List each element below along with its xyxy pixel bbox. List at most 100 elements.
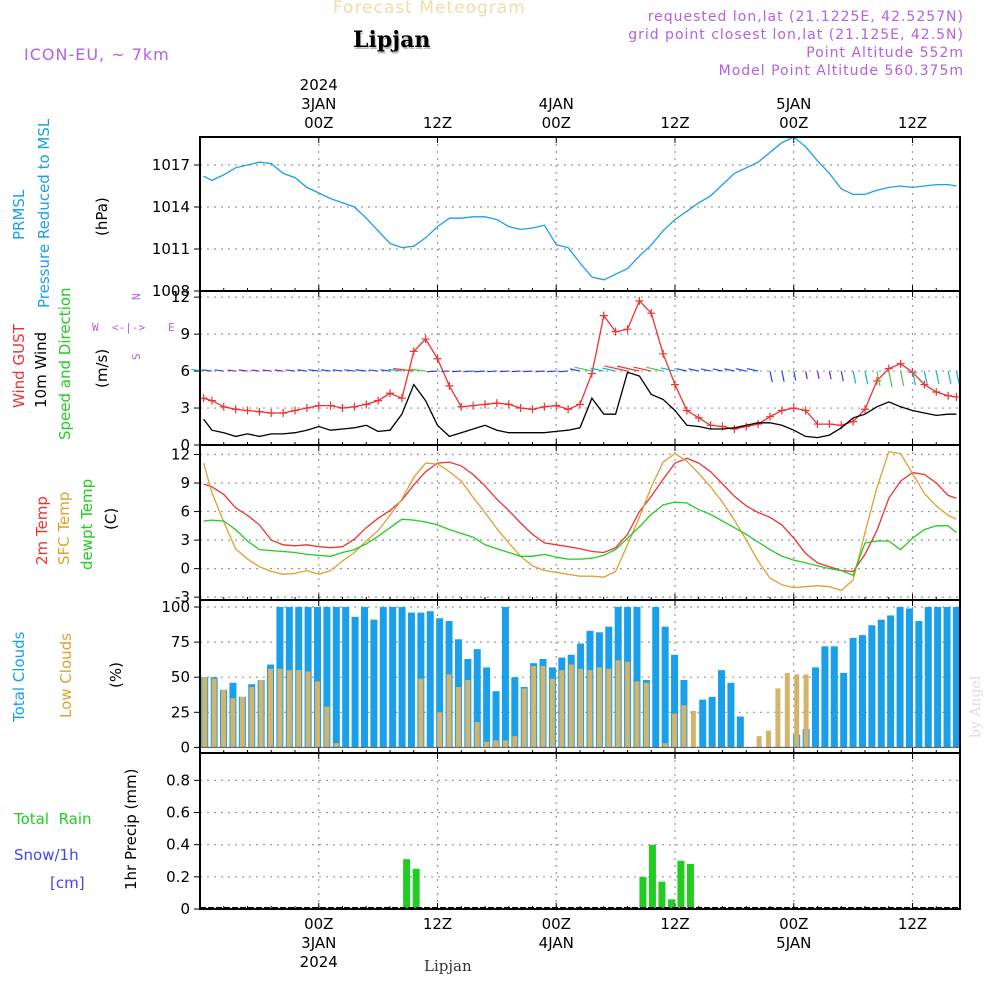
top-time-label: 00Z bbox=[779, 114, 808, 132]
label-total-clouds: Total Clouds bbox=[10, 631, 28, 723]
wind-direction-arrow bbox=[523, 370, 533, 373]
wind-gust-marker bbox=[386, 389, 394, 398]
wind-direction-arrow bbox=[441, 370, 450, 373]
wind-direction-arrow bbox=[393, 367, 414, 372]
low-clouds-bar bbox=[221, 689, 227, 748]
total-clouds-bar bbox=[830, 646, 838, 748]
top-time-label: 12Z bbox=[423, 114, 452, 132]
wind-gust-marker bbox=[706, 421, 715, 430]
bottom-time-label: 12Z bbox=[423, 915, 452, 933]
wind-direction-arrow bbox=[546, 370, 557, 373]
wind-direction-arrow bbox=[511, 370, 521, 373]
y-tick-label: 50 bbox=[171, 668, 190, 686]
wind-gust-marker bbox=[671, 380, 679, 389]
wind-gust-marker bbox=[516, 404, 525, 413]
low-clouds-bar bbox=[211, 678, 217, 748]
wind-gust-marker bbox=[611, 327, 620, 336]
bottom-time-label: 00Z bbox=[542, 915, 571, 933]
low-clouds-bar bbox=[634, 681, 640, 748]
low-clouds-bar bbox=[465, 680, 471, 748]
low-clouds-bar bbox=[324, 706, 330, 748]
low-clouds-bar bbox=[794, 674, 800, 748]
top-time-label: 2024 bbox=[300, 76, 338, 94]
wind-direction-arrow bbox=[888, 370, 893, 388]
wind-gust-marker bbox=[635, 296, 644, 305]
low-clouds-bar bbox=[249, 687, 255, 748]
wind-gust-marker bbox=[291, 406, 299, 415]
total-clouds-bar bbox=[708, 696, 716, 748]
low-clouds-bar bbox=[239, 696, 245, 748]
low-clouds-bar bbox=[690, 710, 696, 748]
panel-labels: PRMSL Pressure Reduced to MSL (hPa) Wind… bbox=[10, 118, 175, 892]
wind-gust-marker bbox=[825, 420, 834, 429]
wind-direction-arrow bbox=[781, 370, 785, 382]
wind-panel: 0 3 6 9 12 bbox=[171, 288, 961, 454]
y-tick-label: 100 bbox=[161, 598, 190, 616]
compass-s: S bbox=[130, 353, 143, 360]
wind-direction-arrow bbox=[380, 369, 391, 372]
wind-gust-marker bbox=[326, 401, 335, 410]
wind-direction-arrow bbox=[724, 368, 735, 372]
label-10m-wind: 10m Wind bbox=[32, 332, 50, 408]
bottom-time-label: 12Z bbox=[898, 915, 927, 933]
point-altitude: Point Altitude 552m bbox=[806, 45, 964, 61]
total-clouds-bar bbox=[351, 616, 359, 748]
pressure-panel: 1008 1011 1014 1017 bbox=[152, 136, 961, 300]
wind-gust-marker bbox=[528, 405, 537, 414]
wind-gust-marker bbox=[623, 325, 632, 334]
wind-direction-arrow bbox=[828, 370, 832, 380]
wind-gust-marker bbox=[433, 354, 442, 363]
total-clouds-bar bbox=[436, 618, 444, 748]
wind-direction-arrow bbox=[646, 366, 664, 372]
panel-frame bbox=[199, 136, 961, 292]
total-clouds-bar bbox=[699, 699, 707, 748]
wind-direction-arrow bbox=[735, 368, 747, 372]
wind-direction-arrow bbox=[499, 370, 509, 373]
top-time-label: 4JAN bbox=[539, 95, 574, 113]
y-tick-label: -3 bbox=[175, 588, 190, 606]
wind-gust-line bbox=[203, 299, 957, 430]
wind-direction-arrow bbox=[321, 369, 331, 372]
wind-gust-marker bbox=[374, 396, 383, 405]
rain-bar bbox=[639, 876, 647, 909]
top-time-label: 5JAN bbox=[776, 95, 811, 113]
wind-direction-arrow bbox=[633, 366, 652, 372]
y-tick-label: 25 bbox=[171, 703, 190, 721]
wind-direction-arrow bbox=[876, 370, 881, 387]
wind-direction-arrow bbox=[688, 368, 699, 372]
total-clouds-bar bbox=[858, 635, 866, 748]
wind-gust-marker bbox=[789, 404, 798, 413]
low-clouds-bar bbox=[578, 668, 584, 748]
low-clouds-bar bbox=[615, 660, 621, 748]
y-tick-label: 0.2 bbox=[166, 868, 190, 886]
low-clouds-bar bbox=[418, 678, 424, 748]
total-clouds-bar bbox=[501, 607, 509, 748]
compass-arrows: <-|-> bbox=[112, 321, 145, 334]
wind-gust-marker bbox=[730, 424, 739, 433]
y-tick-label: 12 bbox=[171, 446, 190, 464]
wind-gust-marker bbox=[338, 404, 347, 413]
total-clouds-bar bbox=[821, 646, 829, 748]
total-clouds-bar bbox=[943, 607, 951, 748]
low-clouds-bar bbox=[296, 670, 302, 748]
total-clouds-bar bbox=[473, 649, 481, 748]
wind-direction-arrow bbox=[463, 370, 474, 373]
total-clouds-bar bbox=[840, 672, 848, 748]
low-clouds-bar bbox=[258, 680, 264, 748]
total-clouds-bar bbox=[492, 691, 500, 748]
low-clouds-bar bbox=[512, 736, 518, 748]
total-clouds-bar bbox=[952, 607, 960, 748]
y-tick-label: 0 bbox=[180, 900, 190, 918]
model-label: ICON-EU, ~ 7km bbox=[24, 45, 170, 64]
bottom-time-label: 12Z bbox=[660, 915, 689, 933]
wind-gust-marker bbox=[682, 406, 691, 415]
label-speed-direction: Speed and Direction bbox=[56, 287, 74, 440]
wind-direction-arrow bbox=[816, 370, 820, 379]
y-tick-label: 1017 bbox=[152, 156, 190, 174]
low-clouds-bar bbox=[446, 674, 452, 748]
low-clouds-bar bbox=[766, 730, 772, 748]
wind-gust-marker bbox=[777, 406, 786, 415]
wind-speed-line bbox=[203, 371, 957, 439]
wind-direction-arrow bbox=[388, 368, 402, 372]
label-celsius: (C) bbox=[102, 508, 120, 530]
